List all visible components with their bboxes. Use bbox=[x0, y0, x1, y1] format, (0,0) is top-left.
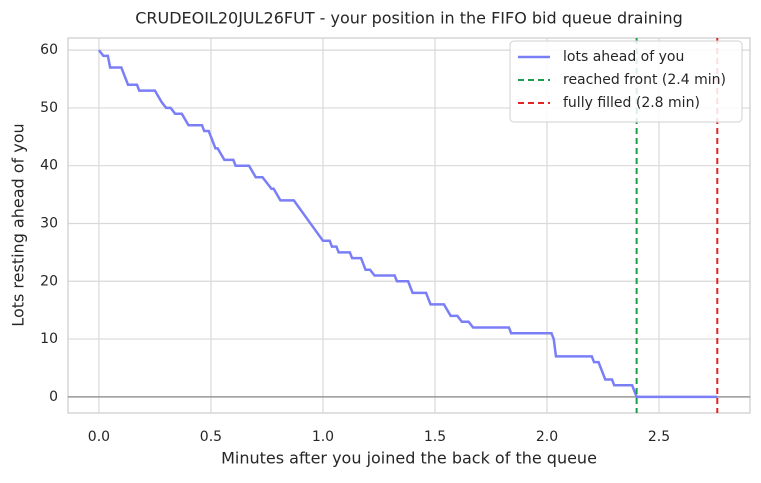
y-tick-label: 50 bbox=[40, 100, 58, 116]
y-tick-label: 10 bbox=[40, 331, 58, 347]
legend-label: reached front (2.4 min) bbox=[563, 72, 726, 88]
y-tick-label: 60 bbox=[40, 42, 58, 58]
legend-label: lots ahead of you bbox=[563, 49, 684, 65]
y-tick-label: 40 bbox=[40, 158, 58, 174]
x-tick-label: 0.0 bbox=[88, 429, 110, 445]
y-tick-label: 0 bbox=[49, 389, 58, 405]
chart-title: CRUDEOIL20JUL26FUT - your position in th… bbox=[135, 9, 683, 28]
x-axis-label: Minutes after you joined the back of the… bbox=[221, 449, 597, 468]
data-line bbox=[97, 49, 718, 399]
x-tick-label: 1.0 bbox=[312, 429, 334, 445]
y-tick-label: 20 bbox=[40, 273, 58, 289]
x-tick-label: 2.5 bbox=[648, 429, 670, 445]
x-tick-label: 0.5 bbox=[200, 429, 222, 445]
x-tick-label: 1.5 bbox=[424, 429, 446, 445]
y-axis-label: Lots resting ahead of you bbox=[9, 123, 28, 326]
legend-box bbox=[509, 40, 743, 123]
y-tick-label: 30 bbox=[40, 215, 58, 231]
legend-label: fully filled (2.8 min) bbox=[563, 95, 700, 111]
x-tick-label: 2.0 bbox=[536, 429, 558, 445]
plot-frame bbox=[67, 37, 751, 414]
